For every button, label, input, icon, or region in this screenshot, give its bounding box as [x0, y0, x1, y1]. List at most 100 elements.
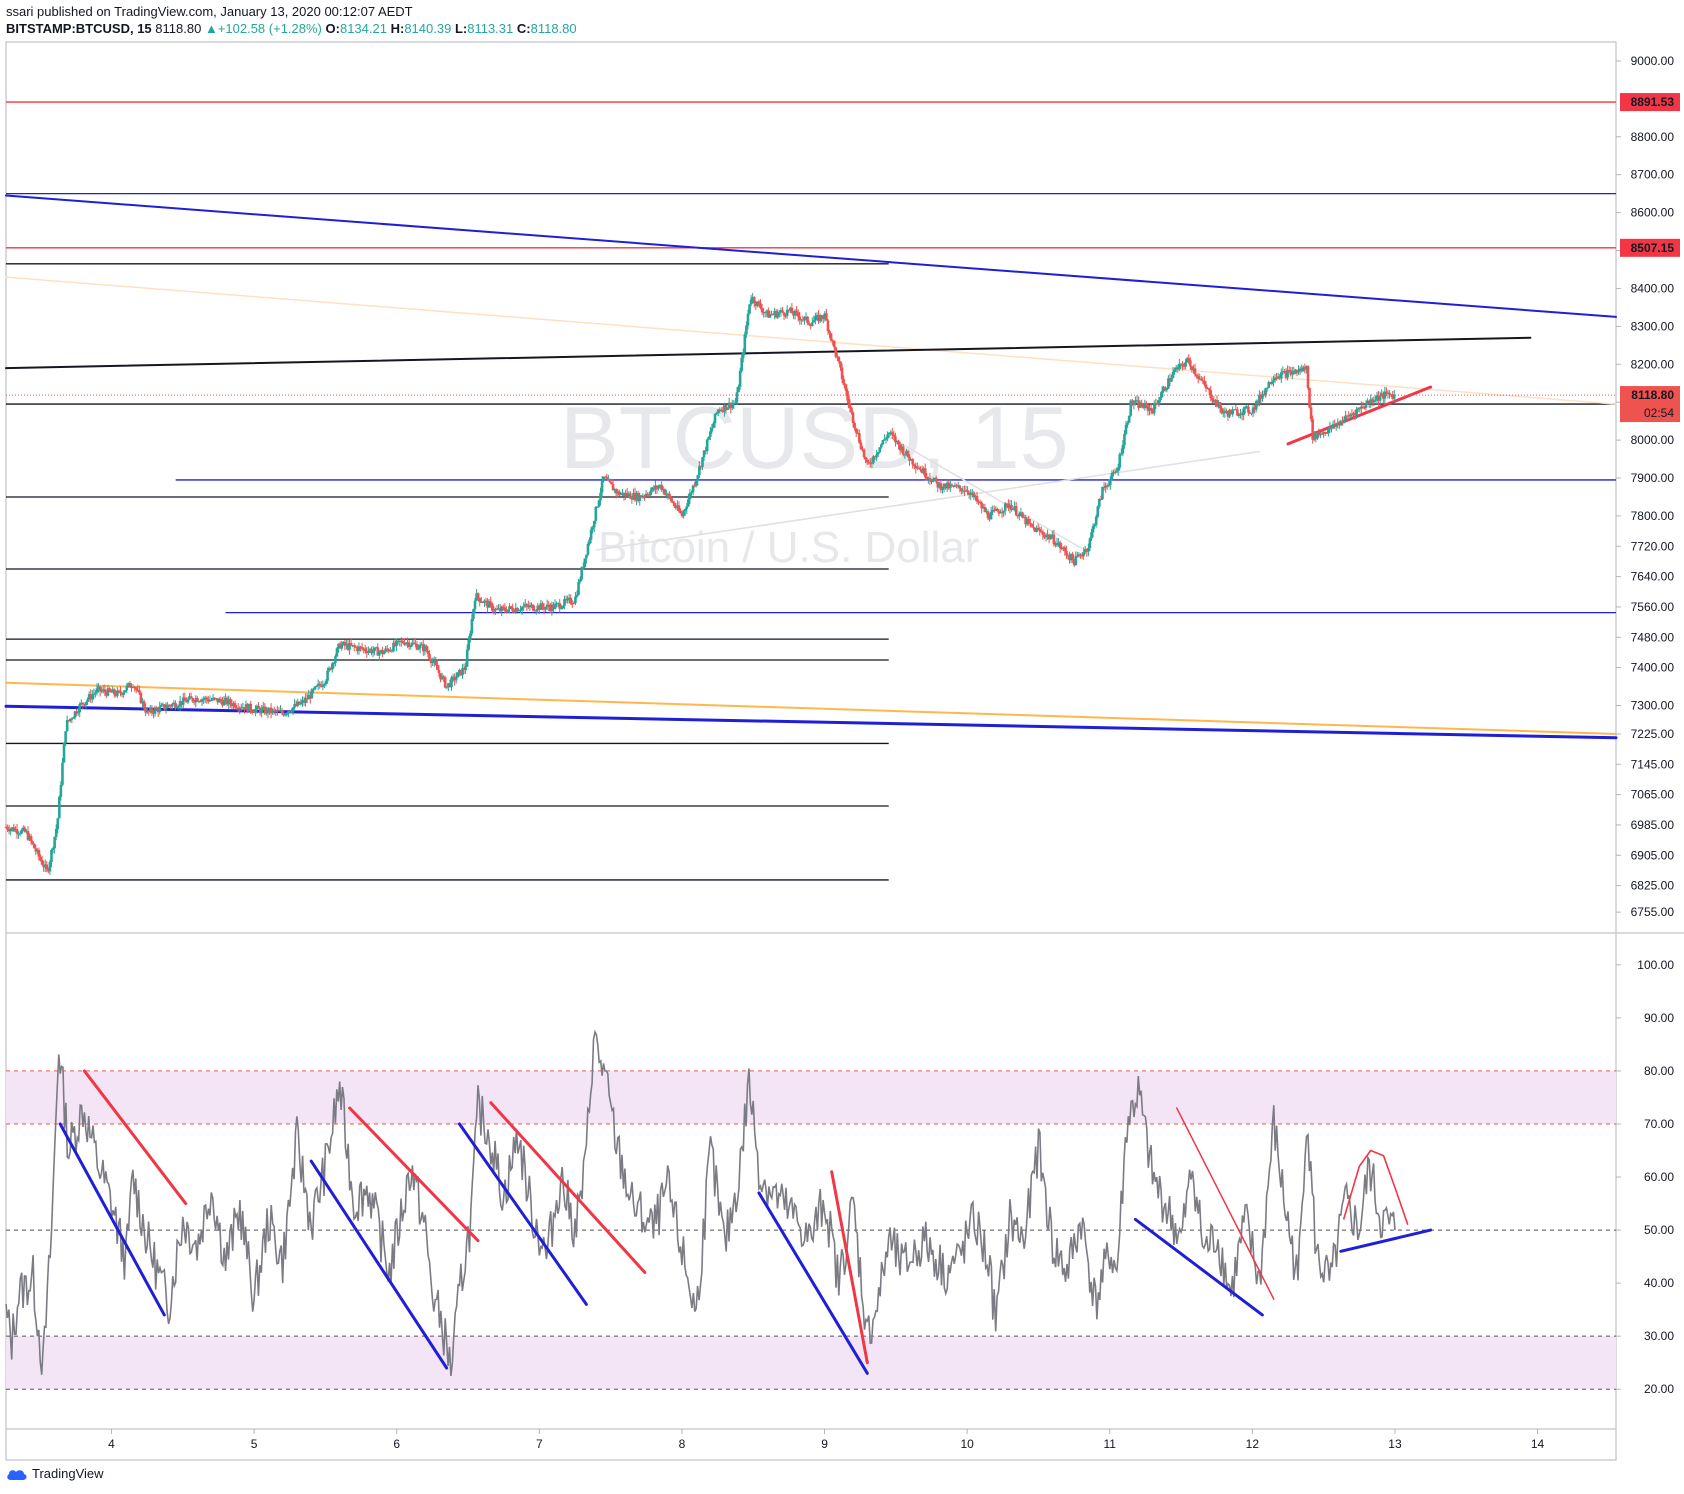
candle-body	[1030, 523, 1034, 527]
price-tick-label: 9000.00	[1631, 54, 1675, 68]
candle-body	[1342, 419, 1346, 424]
candle-body	[1210, 398, 1214, 401]
candle-body	[83, 704, 86, 706]
candle-body	[1333, 424, 1336, 427]
candle-body	[763, 312, 767, 314]
rsi-axis[interactable]: 20.00 30.00 40.00 50.00 60.00 70.00 80.00 90.00…	[1616, 958, 1674, 1396]
candle-body	[475, 593, 478, 601]
candle-body	[1074, 555, 1078, 566]
candle-body	[250, 710, 254, 712]
candle-body	[189, 696, 193, 699]
candle-body	[564, 599, 568, 601]
candle-body	[1375, 395, 1379, 400]
candle-body	[539, 603, 543, 611]
candle-body	[616, 491, 620, 494]
candle-body	[941, 488, 944, 491]
candle-body	[933, 477, 936, 480]
candle-body	[1072, 559, 1076, 566]
candle-body	[432, 660, 436, 662]
candle-body	[497, 608, 500, 610]
candle-body	[966, 490, 969, 493]
candle-body	[647, 494, 651, 496]
candle-body	[186, 699, 190, 703]
candle-body	[901, 446, 905, 455]
candle-body	[798, 316, 802, 321]
candle-body	[453, 676, 456, 681]
candle-body	[508, 606, 511, 610]
candle-body	[759, 303, 762, 309]
candle-body	[1259, 394, 1263, 399]
candle-body	[266, 708, 270, 714]
candle-body	[45, 864, 49, 870]
candle-body	[1392, 394, 1396, 399]
candle-body	[1110, 473, 1114, 480]
candle-body	[599, 492, 602, 501]
candle-body	[1278, 376, 1282, 379]
candle-body	[723, 404, 726, 412]
candle-body	[98, 686, 102, 692]
candle-body	[509, 606, 513, 609]
candle-body	[127, 683, 130, 686]
candle-body	[269, 707, 273, 714]
candle-body	[679, 510, 682, 514]
candle-body	[362, 648, 365, 650]
candle-body	[536, 605, 540, 611]
candle-body	[443, 677, 447, 688]
candle-body	[224, 697, 227, 700]
price-trend-line-4	[5, 336, 1532, 370]
candle-body	[1258, 394, 1261, 403]
candle-body	[1068, 556, 1071, 561]
candle-body	[592, 520, 596, 528]
tradingview-logo[interactable]: TradingView	[6, 1466, 104, 1481]
candle-body	[258, 708, 262, 714]
candle-body	[354, 646, 358, 648]
watermark-description: Bitcoin / U.S. Dollar	[598, 523, 979, 572]
candle-body	[445, 686, 449, 688]
candle-body	[1281, 371, 1285, 373]
candle-body	[749, 299, 753, 305]
candle-body	[716, 409, 720, 413]
candle-body	[76, 712, 80, 714]
candle-body	[288, 711, 292, 713]
candle-body	[1221, 412, 1225, 414]
candle-body	[131, 686, 135, 688]
candle-body	[751, 297, 754, 300]
price-axis[interactable]: 6755.00 6825.00 6905.00 6985.00 7065.00 7145.…	[1616, 54, 1680, 919]
candle-body	[994, 508, 998, 511]
price-tick-label: 7300.00	[1631, 699, 1675, 713]
candle-body	[960, 488, 963, 492]
candle-body	[622, 492, 626, 497]
symbol-label[interactable]: BITSTAMP:BTCUSD, 15	[6, 21, 152, 36]
rsi-tick-label: 20.00	[1644, 1382, 1674, 1396]
candle-body	[1170, 377, 1173, 382]
candle-body	[939, 483, 943, 491]
candle-body	[1173, 369, 1176, 372]
candle-body	[713, 413, 717, 424]
candle-body	[128, 683, 132, 688]
candle-body	[12, 827, 16, 832]
price-pane[interactable]	[4, 101, 1618, 881]
candle-body	[1316, 432, 1319, 439]
candle-body	[1157, 400, 1161, 405]
candle-body	[315, 685, 318, 687]
rsi-tick-label: 60.00	[1644, 1170, 1674, 1184]
candle-body	[1149, 407, 1153, 411]
price-tick-label: 6825.00	[1631, 879, 1675, 893]
candle-body	[881, 440, 885, 445]
time-axis[interactable]: 4 5 6 7 8 9 10 11 12 13 14	[108, 1429, 1545, 1451]
candle-body	[1275, 377, 1278, 379]
candle-body	[481, 602, 485, 604]
candle-body	[1225, 410, 1228, 414]
candle-body	[277, 710, 281, 712]
candle-body	[691, 485, 695, 493]
candle-body	[1083, 549, 1087, 553]
candle-body	[981, 506, 985, 509]
candle-body	[1029, 522, 1032, 524]
rsi-pane[interactable]	[5, 1029, 1616, 1390]
candle-body	[1273, 377, 1277, 381]
candle-body	[578, 579, 582, 582]
last-price-value: 8118.80	[155, 21, 202, 36]
candle-body	[903, 454, 907, 456]
candle-body	[1234, 409, 1238, 411]
